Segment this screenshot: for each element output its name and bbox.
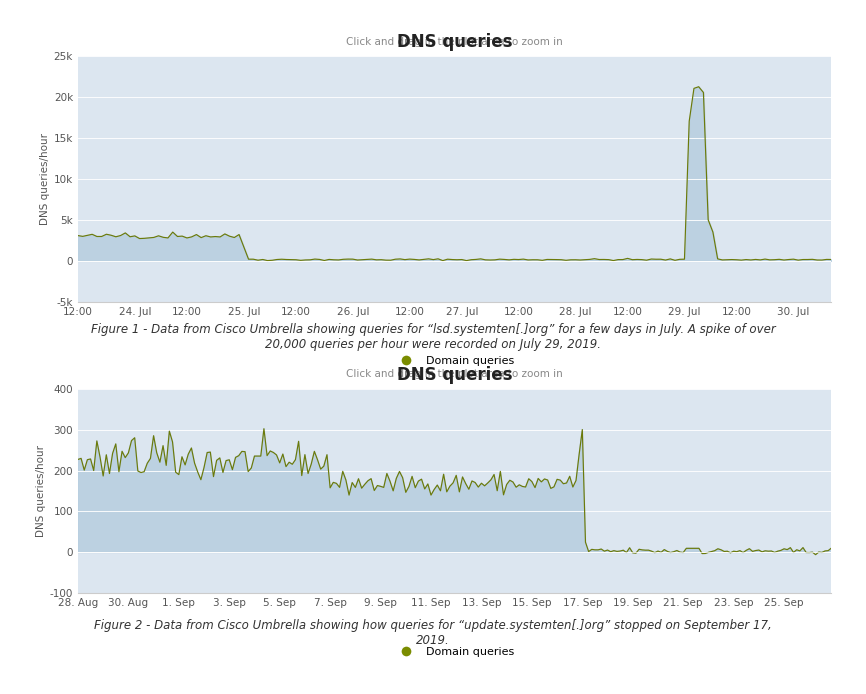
Legend: Domain queries: Domain queries <box>391 351 519 370</box>
Title: DNS queries: DNS queries <box>397 366 513 384</box>
Y-axis label: DNS queries/hour: DNS queries/hour <box>40 133 49 225</box>
Text: Click and drag in the plot area to zoom in: Click and drag in the plot area to zoom … <box>346 37 563 47</box>
Y-axis label: DNS queries/hour: DNS queries/hour <box>36 445 46 537</box>
Text: Click and drag in the plot area to zoom in: Click and drag in the plot area to zoom … <box>346 369 563 380</box>
Title: DNS queries: DNS queries <box>397 33 513 51</box>
Text: Figure 2 - Data from Cisco Umbrella showing how queries for “update.systemten[.]: Figure 2 - Data from Cisco Umbrella show… <box>94 619 772 647</box>
Text: Figure 1 - Data from Cisco Umbrella showing queries for “lsd.systemten[.]org” fo: Figure 1 - Data from Cisco Umbrella show… <box>91 323 775 350</box>
Legend: Domain queries: Domain queries <box>391 643 519 661</box>
